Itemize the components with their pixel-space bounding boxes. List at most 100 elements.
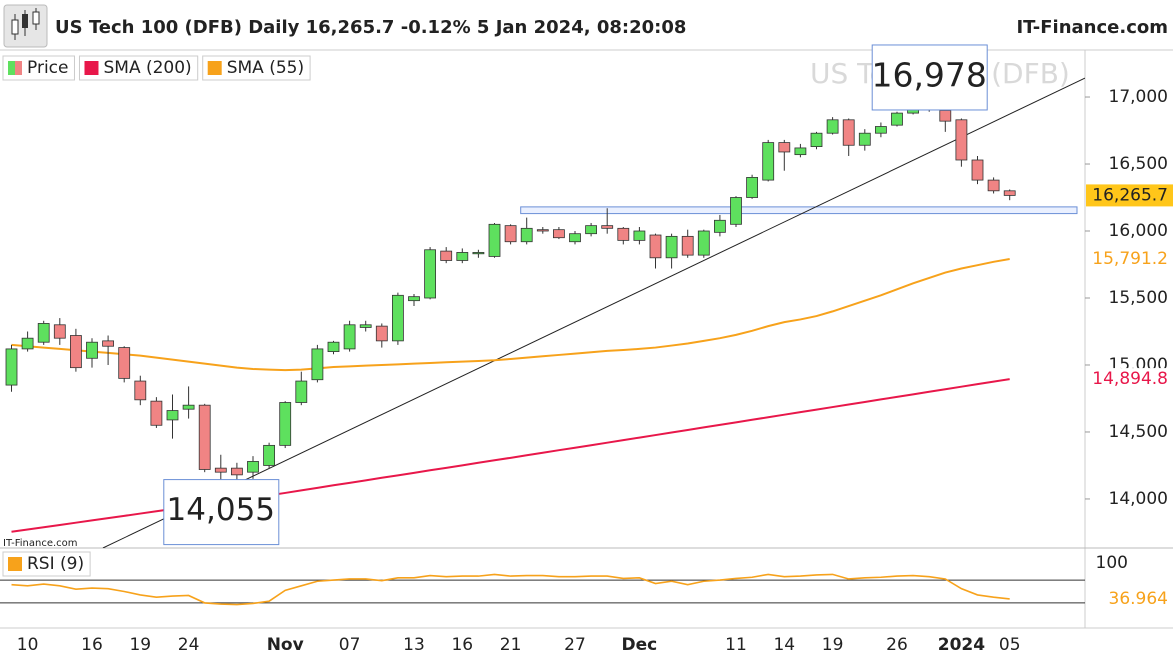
candle-body <box>504 225 517 243</box>
last-value-box <box>1086 368 1173 391</box>
legend-swatch <box>8 557 22 571</box>
candle-body <box>858 132 871 146</box>
annotation-label: 16,978 <box>871 55 986 94</box>
candle-body <box>697 230 710 256</box>
candle-body <box>891 112 903 126</box>
candle-body <box>295 380 308 403</box>
candle-body <box>955 119 968 161</box>
candle-body <box>842 119 855 146</box>
candle-body <box>939 110 952 122</box>
candle-body <box>408 296 420 302</box>
support-zone <box>520 206 1078 215</box>
y-tick-label: 16,500 <box>1109 154 1168 174</box>
candle-body <box>488 223 501 257</box>
x-tick-label: 16 <box>451 635 473 655</box>
candle-body <box>166 410 179 421</box>
candle-body <box>359 324 372 328</box>
last-value-box <box>1086 184 1173 207</box>
y-tick-label: 15,500 <box>1109 288 1168 308</box>
legend-item: Price <box>2 55 75 81</box>
candle-body <box>375 325 388 342</box>
x-tick-label: 19 <box>822 635 844 655</box>
candle-body <box>5 348 18 386</box>
legend-item: SMA (55) <box>202 55 311 81</box>
candle-body <box>214 467 227 473</box>
x-tick-label: 05 <box>999 635 1021 655</box>
x-tick-label: 24 <box>178 635 200 655</box>
candle-body <box>53 324 66 339</box>
chart-title: US Tech 100 (DFB) Daily 16,265.7 -0.12% … <box>55 17 686 38</box>
x-tick-label: Nov <box>267 635 304 655</box>
rsi-tick-label: 100 <box>1096 553 1128 573</box>
x-tick-label: 21 <box>500 635 522 655</box>
candle-body <box>472 252 485 255</box>
legend-item: RSI (9) <box>2 551 91 577</box>
candle-body <box>150 400 163 426</box>
candle-body <box>86 341 98 359</box>
candle-body <box>714 219 726 233</box>
candle-body <box>569 233 581 243</box>
candle-body <box>37 323 50 343</box>
x-tick-label: 13 <box>403 635 425 655</box>
legend-label: SMA (200) <box>103 58 191 78</box>
candle-body <box>424 249 437 299</box>
x-tick-label: 19 <box>129 635 151 655</box>
candle-body <box>826 119 839 134</box>
brand: IT-Finance.com <box>1016 17 1168 38</box>
legend-box <box>78 55 199 81</box>
last-value-label: 14,894.8 <box>1092 369 1168 389</box>
legend-swatch <box>207 61 222 75</box>
candle-body <box>21 337 34 350</box>
candle-body <box>810 132 823 147</box>
annotation-label: 14,055 <box>167 492 275 528</box>
x-tick-label: 26 <box>886 635 908 655</box>
candle-body <box>875 126 887 134</box>
candle-body <box>633 230 646 241</box>
candle-body <box>601 225 614 229</box>
candle-body <box>553 229 565 239</box>
x-tick-label: 10 <box>17 635 39 655</box>
legend-label: Price <box>27 58 68 78</box>
legend-item: SMA (200) <box>78 55 199 81</box>
candle-body <box>440 250 453 261</box>
x-tick-label: 11 <box>725 635 747 655</box>
candle-body <box>536 229 549 232</box>
candle-body <box>649 234 662 259</box>
legend-label: RSI (9) <box>27 554 84 574</box>
legend-label: SMA (55) <box>227 58 304 78</box>
candle-body <box>134 380 147 401</box>
trendline <box>102 77 1085 548</box>
y-tick-label: 14,500 <box>1109 422 1168 442</box>
x-tick-label: 07 <box>339 635 361 655</box>
legend-swatch <box>84 61 99 75</box>
legend-swatch <box>15 61 22 75</box>
y-tick-label: 17,000 <box>1109 87 1168 107</box>
candle-body <box>585 225 597 235</box>
candle-body <box>665 235 678 259</box>
candle-body <box>730 197 742 225</box>
legend-swatch <box>8 61 15 75</box>
candle-body <box>311 348 324 381</box>
candle-body <box>118 347 131 379</box>
x-tick-label: Dec <box>622 635 658 655</box>
x-tick-label: 16 <box>81 635 103 655</box>
y-tick-label: 16,000 <box>1109 221 1168 241</box>
candle-body <box>391 294 404 342</box>
candle-body <box>1003 190 1016 196</box>
candle-body <box>762 142 775 181</box>
last-value-box <box>1086 247 1173 270</box>
rsi-last-label: 36.964 <box>1109 589 1168 609</box>
candle-body <box>456 252 469 261</box>
candle-body <box>327 341 340 352</box>
candle-body <box>987 179 1000 192</box>
candle-body <box>520 227 533 243</box>
candle-body <box>778 142 791 153</box>
candle-body <box>182 404 195 410</box>
source-note: IT-Finance.com <box>3 538 78 549</box>
candle-body <box>343 324 356 350</box>
x-tick-label: 27 <box>564 635 586 655</box>
x-tick-label: 2024 <box>938 635 985 655</box>
candle-body <box>617 227 630 241</box>
